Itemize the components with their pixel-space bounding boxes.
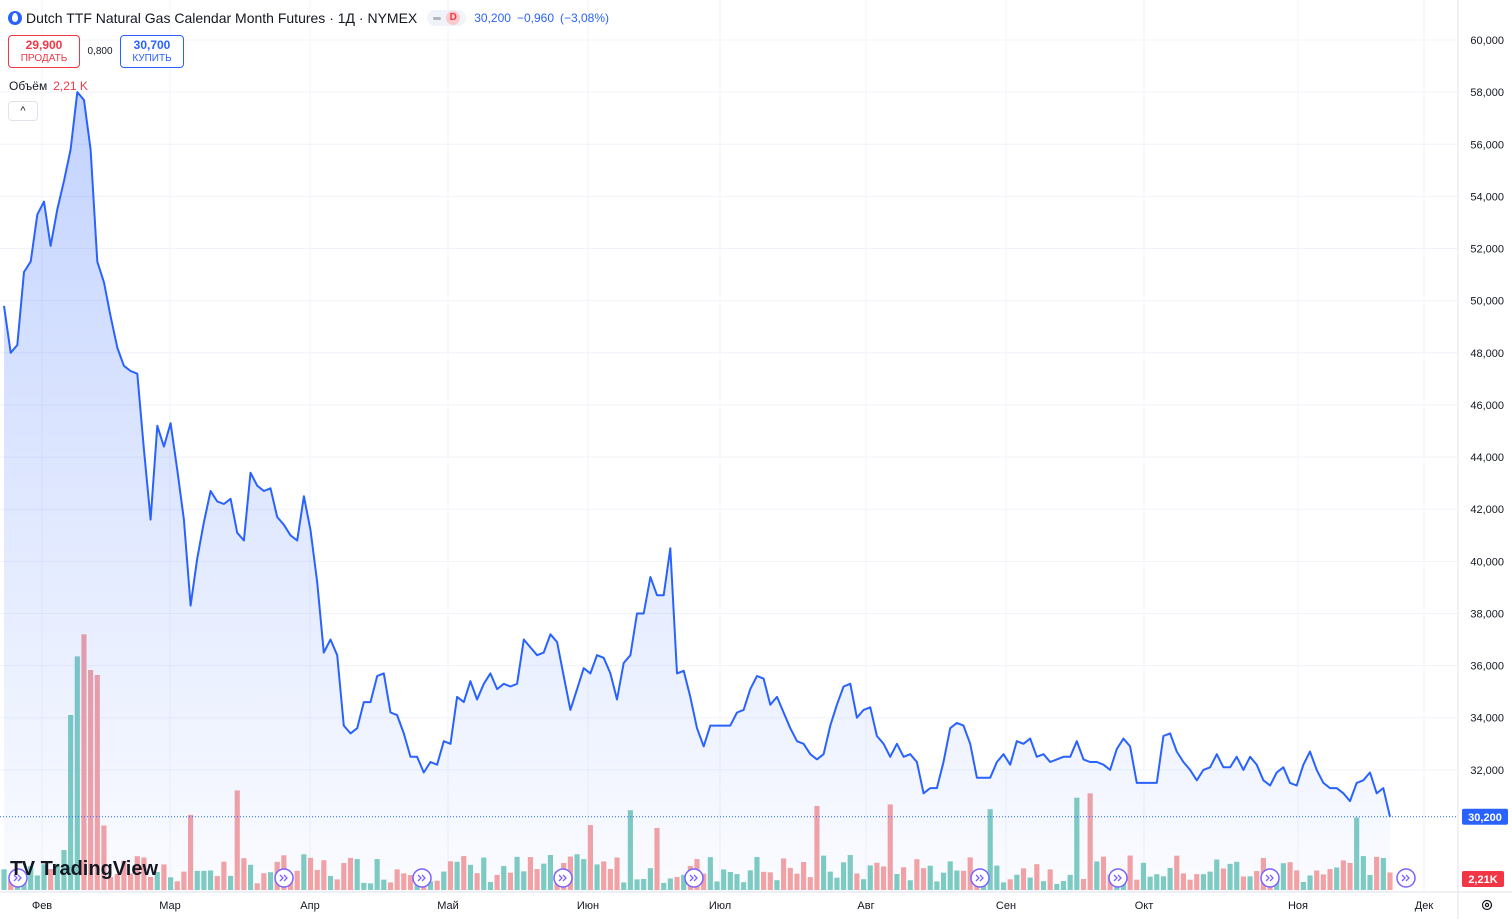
month-tick-label: Ноя [1288,900,1308,912]
market-status-pill[interactable]: D [427,10,467,26]
price-tick-label: 40,000 [1470,556,1504,568]
dividend-event-icon [553,868,573,888]
price-area [4,92,1390,893]
month-tick-label: Июн [577,900,599,912]
price-tick-label: 48,000 [1470,348,1504,360]
dividend-event-icon [412,868,432,888]
buy-price: 30,700 [133,38,171,52]
price-tick-label: 56,000 [1470,139,1504,151]
tradingview-logo[interactable]: TV TradingView [10,858,158,881]
month-tick-label: Авг [857,900,874,912]
event-arrow [975,874,984,882]
event-arrow [13,874,22,882]
event-arrow [417,874,426,882]
price-change-pct: (−3,08%) [560,11,610,25]
event-circle [684,868,704,888]
volume-value: 2,21 K [53,79,88,93]
event-arrow [689,874,698,882]
event-markers[interactable] [8,868,1416,888]
dividend-event-icon [970,868,990,888]
event-arrow [1265,874,1274,882]
price-tick-label: 36,000 [1470,661,1504,673]
price-tick-label: 42,000 [1470,504,1504,516]
dividend-event-icon [1396,868,1416,888]
axis-tags: 30,200 2,21K [1462,808,1508,887]
event-circle [274,868,294,888]
price-axis[interactable]: 60,000 58,000 56,000 54,000 52,000 50,000 48,0… [1470,35,1504,777]
event-circle [1260,868,1280,888]
delayed-badge: D [446,11,461,25]
month-tick-label: Сен [996,900,1016,912]
event-arrow [558,874,567,882]
buy-label: КУПИТЬ [132,53,172,64]
month-tick-label: Май [437,900,459,912]
price-tick-label: 32,000 [1470,765,1504,777]
month-tick-label: Окт [1135,900,1154,912]
last-price-tag-label: 30,200 [1468,812,1502,824]
status-dot-icon [433,16,442,20]
tv-mark-icon: TV [10,858,35,880]
chart-header: Dutch TTF Natural Gas Calendar Month Fut… [8,10,609,26]
gear-icon[interactable] [1480,898,1494,912]
volume-legend[interactable]: Объём 2,21 K [9,79,88,93]
price-tick-label: 52,000 [1470,244,1504,256]
event-arrow [1401,874,1410,882]
event-arrow [1113,874,1122,882]
dividend-event-icon [684,868,704,888]
event-circle [1396,868,1416,888]
month-tick-label: Июл [709,900,731,912]
dividend-event-icon [274,868,294,888]
price-tick-label: 54,000 [1470,191,1504,203]
price-tick-label: 34,000 [1470,713,1504,725]
price-tick-label: 46,000 [1470,400,1504,412]
price-line-path [3,91,1391,818]
month-tick-label: Дек [1415,900,1434,912]
price-change: −0,960 [516,11,554,25]
event-circle [1108,868,1128,888]
dividend-event-icon [8,868,28,888]
event-circle [8,868,28,888]
price-tick-label: 44,000 [1470,452,1504,464]
last-price: 30,200 [474,11,511,25]
month-tick-label: Апр [300,900,319,912]
event-circle [412,868,432,888]
sell-button[interactable]: 29,900 ПРОДАТЬ [8,35,80,68]
month-tick-label: Мар [159,900,181,912]
event-circle [553,868,573,888]
dividend-event-icon [1108,868,1128,888]
volume-tag-label: 2,21K [1468,874,1497,886]
sell-price: 29,900 [25,38,63,52]
event-arrow [279,874,288,882]
price-line [3,91,1391,818]
price-tick-label: 60,000 [1470,35,1504,47]
volume-tag [1462,871,1504,887]
price-area-fill [4,92,1390,893]
spread-value: 0,800 [87,46,113,57]
flame-icon [8,11,22,25]
price-tick-label: 38,000 [1470,608,1504,620]
price-tick-label: 58,000 [1470,87,1504,99]
event-circle [970,868,990,888]
price-tick-label: 50,000 [1470,296,1504,308]
dividend-event-icon [1260,868,1280,888]
sell-label: ПРОДАТЬ [20,53,68,64]
last-price-tag [1462,808,1508,825]
trade-panel: 29,900 ПРОДАТЬ 0,800 30,700 КУПИТЬ [8,35,184,68]
symbol-title[interactable]: Dutch TTF Natural Gas Calendar Month Fut… [26,10,418,26]
collapse-legend-button[interactable]: ^ [8,101,38,121]
time-axis[interactable]: Фев Мар Апр Май Июн Июл Авг Сен Окт Ноя Дек [32,900,1434,912]
buy-button[interactable]: 30,700 КУПИТЬ [120,35,184,68]
volume-label: Объём [9,79,48,93]
logo-name: TradingView [40,858,159,880]
month-tick-label: Фев [32,900,52,912]
